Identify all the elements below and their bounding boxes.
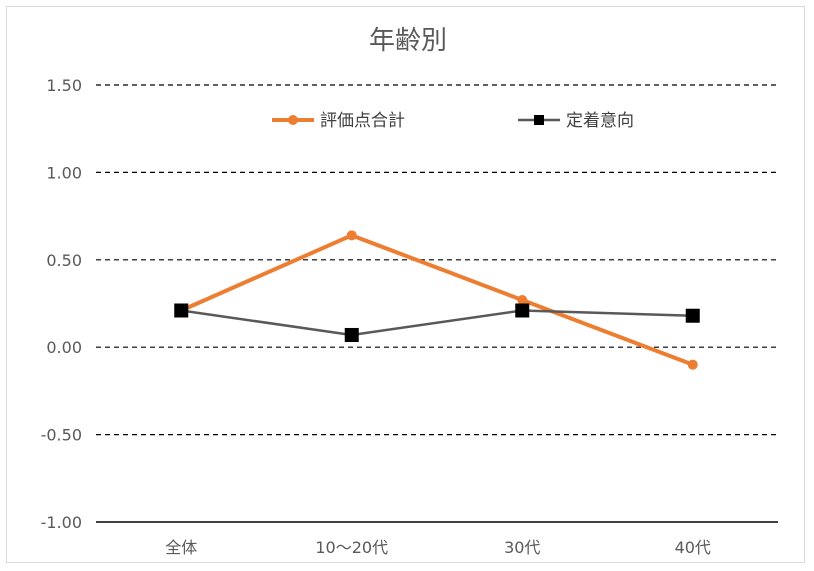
y-tick-label: -1.00	[41, 513, 82, 532]
y-tick-label: 1.50	[46, 76, 82, 95]
y-tick-label: 0.00	[46, 338, 82, 357]
data-point	[515, 303, 530, 318]
chart-frame	[6, 6, 805, 563]
x-tick-label: 40代	[675, 538, 711, 557]
chart-title: 年齢別	[369, 26, 447, 56]
y-tick-label: -0.50	[41, 426, 82, 445]
data-point	[517, 295, 528, 306]
x-axis-ticks: 全体 10～20代 30代 40代	[165, 538, 711, 557]
gridlines	[96, 84, 778, 523]
x-tick-label: 30代	[504, 538, 540, 557]
series-line	[181, 309, 693, 337]
legend-marker	[288, 115, 298, 125]
legend: 評価点合計 定着意向	[272, 111, 634, 131]
legend-label: 評価点合計	[320, 111, 405, 131]
y-tick-label: 1.00	[46, 163, 82, 182]
series-2	[174, 303, 700, 342]
y-axis-ticks: 1.50 1.00 0.50 0.00 -0.50 -1.00	[41, 76, 82, 532]
data-point	[344, 327, 359, 342]
legend-label: 定着意向	[566, 111, 634, 131]
data-point	[687, 359, 698, 370]
x-tick-label: 10～20代	[315, 538, 388, 557]
y-tick-label: 0.50	[46, 251, 82, 270]
legend-marker	[534, 115, 544, 125]
legend-item: 評価点合計	[272, 111, 405, 131]
x-tick-label: 全体	[165, 538, 197, 557]
series-lines	[174, 230, 700, 370]
data-point	[685, 308, 700, 323]
series-line	[180, 233, 694, 367]
data-point	[174, 303, 189, 318]
legend-item: 定着意向	[518, 111, 634, 131]
data-point	[346, 230, 357, 241]
series-1	[176, 230, 698, 370]
